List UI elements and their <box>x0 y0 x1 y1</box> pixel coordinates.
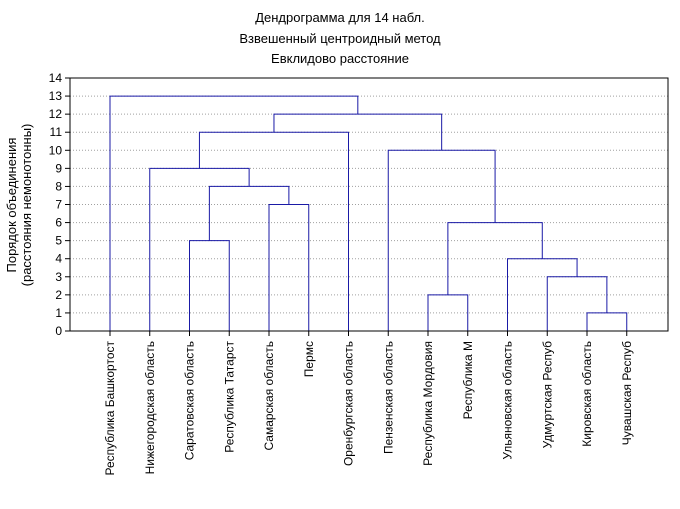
y-tick-label: 6 <box>55 216 62 230</box>
leaf-labels: Республика Башкортост Нижегородская облас… <box>103 331 634 476</box>
cluster-link-c5 <box>189 240 230 331</box>
y-tick-label: 3 <box>55 270 62 284</box>
cluster-link-c3 <box>546 276 608 331</box>
leaf-label: Пермс <box>302 341 316 377</box>
chart-title-line-3: Евклидово расстояние <box>271 51 409 66</box>
y-tick-label: 8 <box>55 179 62 193</box>
cluster-link-c10 <box>387 149 496 331</box>
cluster-link-c9 <box>149 167 250 331</box>
y-axis-label: Порядок объединения (расстояния немоното… <box>4 124 34 287</box>
y-tick-label: 4 <box>55 252 62 266</box>
y-tick-label: 10 <box>49 143 63 157</box>
grid-lines <box>70 95 668 314</box>
leaf-label: Самарская область <box>262 341 276 451</box>
cluster-link-c11 <box>198 131 349 331</box>
cluster-link-c12 <box>273 113 443 151</box>
y-tick-label: 11 <box>50 125 63 139</box>
y-tick-label: 5 <box>55 234 62 248</box>
y-tick-label: 2 <box>55 288 62 302</box>
y-tick-label: 13 <box>49 89 63 103</box>
leaf-label: Республика Башкортост <box>103 341 117 476</box>
plot-frame <box>69 77 669 332</box>
y-tick-label: 12 <box>49 107 63 121</box>
cluster-link-c1 <box>586 312 628 331</box>
leaf-label: Республика Мордовия <box>421 341 435 466</box>
leaf-label: Ульяновская область <box>501 341 515 460</box>
chart-title-line-1: Дендрограмма для 14 набл. <box>255 10 425 25</box>
y-tick-label: 1 <box>55 306 62 320</box>
leaf-label: Кировская область <box>580 341 594 447</box>
cluster-link-c8 <box>208 185 290 241</box>
cluster-link-c13 <box>109 95 359 331</box>
y-tick-label: 0 <box>55 324 62 338</box>
leaf-label: Чувашская Респуб <box>620 341 634 445</box>
leaf-label: Республика М <box>461 341 475 419</box>
y-tick-label: 7 <box>55 198 62 212</box>
leaf-label: Саратовская область <box>183 341 197 460</box>
chart-title-line-2: Взвешенный центроидный метод <box>239 31 441 46</box>
y-axis-label-line-2: (расстояния немонотонны) <box>19 124 34 287</box>
y-tick-label: 14 <box>49 71 63 85</box>
leaf-label: Нижегородская область <box>143 341 157 474</box>
leaf-label: Республика Татарст <box>222 340 236 452</box>
cluster-link-c7 <box>268 204 310 331</box>
leaf-label: Удмуртская Респуб <box>540 341 554 449</box>
y-axis-label-line-1: Порядок объединения <box>4 138 19 273</box>
dendrogram-links <box>109 95 628 331</box>
y-tick-label: 9 <box>55 161 62 175</box>
leaf-label: Пензенская область <box>381 341 395 454</box>
leaf-label: Оренбургская область <box>342 341 356 466</box>
